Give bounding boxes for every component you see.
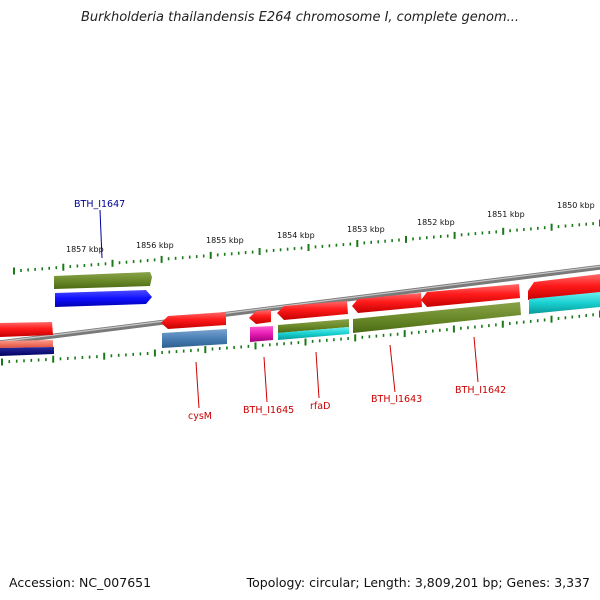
gene-feature-cyan-mid[interactable] (278, 327, 349, 340)
gene-feature-cysm[interactable] (161, 312, 226, 329)
accession-info: Accession: NC_007651 (9, 575, 152, 590)
gene-label-rfad[interactable]: rfaD (310, 401, 330, 412)
kbp-label-1856: 1856 kbp (136, 241, 174, 250)
gene-label-bth-i1645[interactable]: BTH_I1645 (243, 405, 294, 416)
leader-cysm (195, 361, 200, 409)
leader-lines (99, 209, 479, 409)
lower-tick-row (1, 310, 600, 366)
gene-feature-bth-i1642[interactable] (421, 284, 520, 307)
kbp-label-1857: 1857 kbp (66, 245, 104, 254)
gene-feature-green-upper[interactable] (54, 272, 152, 289)
gene-feature-green-mid[interactable] (278, 319, 349, 333)
gene-feature-red-left[interactable] (0, 322, 53, 337)
gene-label-bth-i1643[interactable]: BTH_I1643 (371, 394, 422, 405)
kbp-label-1850: 1850 kbp (557, 201, 595, 210)
gene-feature-salmon-left[interactable] (0, 340, 53, 348)
leader-bth-i1647 (99, 209, 103, 259)
map-title: Burkholderia thailandensis E264 chromoso… (80, 10, 520, 25)
gene-feature-steel-blue[interactable] (162, 329, 227, 348)
topology-info: Topology: circular; Length: 3,809,201 bp… (246, 575, 590, 590)
kbp-label-1855: 1855 kbp (206, 236, 244, 245)
kbp-label-1854: 1854 kbp (277, 231, 315, 240)
gene-label-cysm[interactable]: cysM (188, 411, 212, 422)
forward-strand-genes (54, 272, 600, 314)
reverse-strand-genes (0, 284, 521, 356)
leader-rfad (315, 351, 320, 399)
gene-feature-bth-i1645[interactable] (249, 310, 271, 324)
gene-label-bth-i1647[interactable]: BTH_I1647 (74, 199, 125, 210)
gene-feature-bth-i1647[interactable] (55, 290, 152, 307)
gene-feature-rfad[interactable] (277, 301, 348, 320)
kbp-labels: 1857 kbp 1856 kbp 1855 kbp 1854 kbp 1853… (66, 201, 595, 254)
upper-tick-row (13, 219, 600, 275)
leader-bth-i1642 (473, 336, 479, 383)
gene-feature-navy-left[interactable] (0, 347, 54, 356)
leader-bth-i1645 (263, 356, 268, 403)
gene-feature-magenta[interactable] (250, 326, 273, 342)
gene-feature-bth-i1643[interactable] (352, 293, 422, 313)
leader-bth-i1643 (389, 344, 396, 393)
gene-label-bth-i1642[interactable]: BTH_I1642 (455, 385, 506, 396)
kbp-label-1853: 1853 kbp (347, 225, 385, 234)
kbp-label-1851: 1851 kbp (487, 210, 525, 219)
gene-feature-cyan-upper-right[interactable] (529, 292, 600, 314)
gene-labels: BTH_I1647 cysM BTH_I1645 rfaD BTH_I1643 … (74, 199, 506, 422)
kbp-label-1852: 1852 kbp (417, 218, 455, 227)
gene-feature-green-long[interactable] (353, 302, 521, 333)
genome-backbone-highlight (0, 265, 600, 343)
gene-feature-red-upper-right[interactable] (528, 274, 600, 300)
